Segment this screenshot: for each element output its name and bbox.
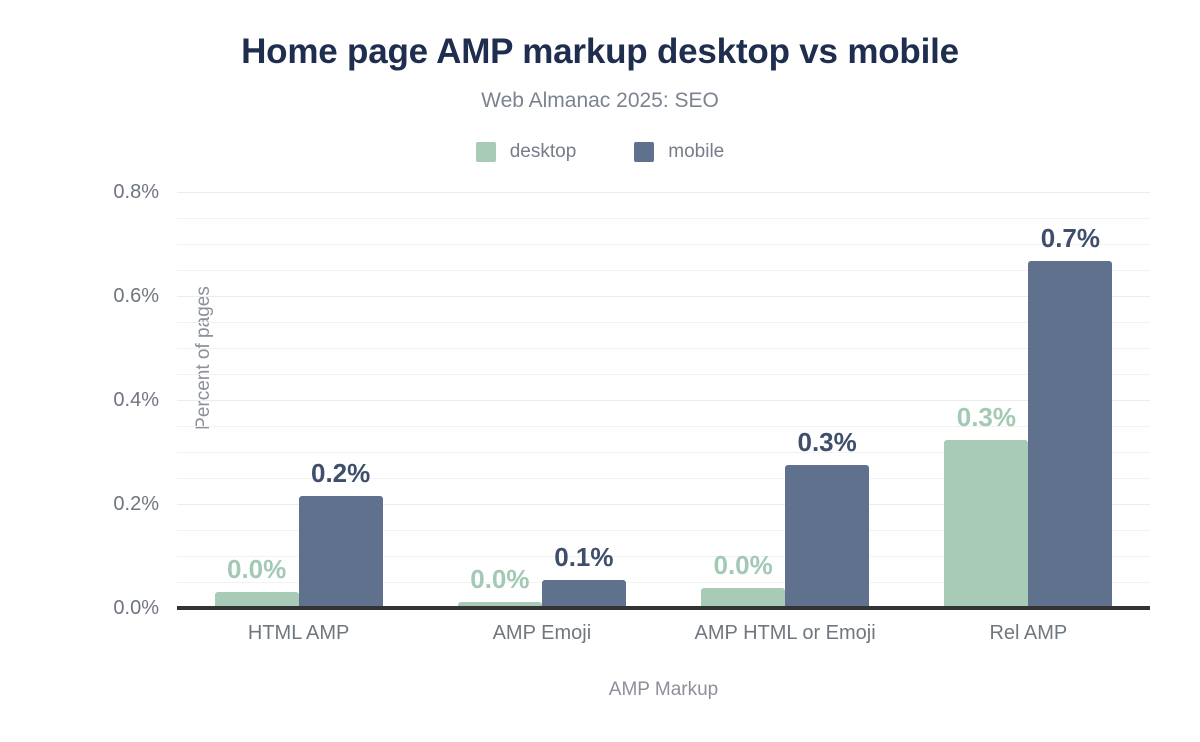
bar-mobile[interactable] [1028,261,1113,608]
bar-value-label-desktop: 0.0% [713,550,773,581]
y-axis-tick-label: 0.6% [113,285,159,307]
legend-item-mobile[interactable]: mobile [634,140,724,164]
gridline-minor [177,218,1150,219]
y-axis-tick-label: 0.2% [113,493,159,515]
bar-mobile[interactable] [541,579,626,608]
plot-area: Percent of pages 0.0% 0.2% 0.4% 0.6% 0.8% 0.0… [113,182,1150,618]
bar-value-label-mobile: 0.1% [554,541,614,572]
x-axis-title: AMP Markup [608,679,719,700]
legend-swatch-mobile [634,142,655,162]
legend-item-desktop[interactable]: desktop [475,140,577,164]
y-axis-tick-label: 0.4% [113,389,159,411]
legend-swatch-desktop [475,142,496,162]
gridline-minor [177,478,1150,479]
gridline-major [177,400,1150,401]
gridline-major [177,296,1150,297]
legend-label-desktop: desktop [509,141,577,162]
y-axis-tick-label: 0.8% [113,181,159,203]
gridline-minor [177,374,1150,375]
gridline-minor [177,530,1150,531]
y-axis-title: Percent of pages [193,286,214,430]
chart-subtitle: Web Almanac 2025: SEO [481,89,719,112]
gridline-minor [177,452,1150,453]
x-axis-tick-label: AMP Emoji [492,622,592,644]
gridline-minor [177,348,1150,349]
bar-desktop[interactable] [214,592,299,608]
x-axis-tick-label: HTML AMP [247,622,350,644]
bar-value-label-desktop: 0.3% [956,402,1016,433]
chart-title: Home page AMP markup desktop vs mobile [241,32,959,71]
bar-mobile[interactable] [298,496,383,608]
bar-desktop[interactable] [944,440,1029,608]
bar-value-label-desktop: 0.0% [470,563,530,594]
gridline-minor [177,426,1150,427]
bar-desktop[interactable] [457,601,542,608]
bar-desktop[interactable] [701,588,786,608]
legend-label-mobile: mobile [668,141,725,162]
y-axis-tick-label: 0.0% [113,597,159,619]
x-axis-baseline [177,606,1150,610]
bar-value-label-mobile: 0.3% [797,427,857,457]
bar-value-label-desktop: 0.0% [226,554,287,585]
bar-mobile[interactable] [785,465,870,608]
gridline-major [177,504,1150,505]
gridline-minor [177,582,1150,583]
gridline-major [177,192,1150,193]
gridline-minor [177,322,1150,323]
x-axis-tick-label: AMP HTML or Emoji [694,622,876,644]
gridline-minor [177,270,1150,271]
gridline-minor [177,556,1150,557]
bar-value-label-mobile: 0.7% [1040,223,1100,254]
bar-value-label-mobile: 0.2% [310,458,371,489]
gridline-minor [177,244,1150,245]
chart-legend: desktop mobile [0,140,1200,164]
x-axis-tick-label: Rel AMP [989,622,1068,644]
